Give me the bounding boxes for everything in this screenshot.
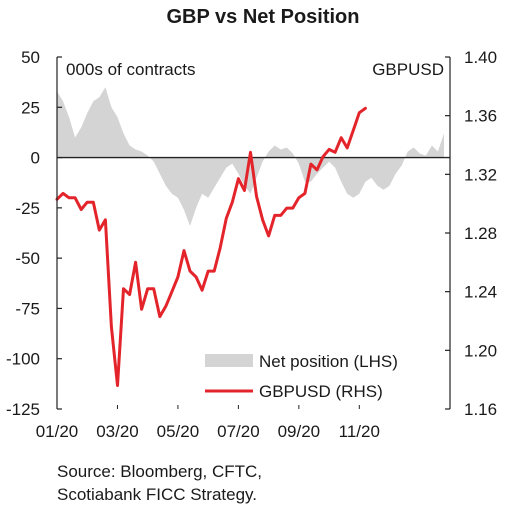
- x-tick-label-3: 07/20: [217, 422, 260, 441]
- legend-label-net-position: Net position (LHS): [259, 352, 398, 371]
- area-layer: [57, 87, 444, 226]
- right-tick-label-0: 1.40: [464, 48, 497, 67]
- left-tick-label-6: -100: [6, 350, 40, 369]
- right-tick-label-5: 1.20: [464, 341, 497, 360]
- left-tick-label-3: -25: [15, 199, 40, 218]
- legend-layer: Net position (LHS) GBPUSD (RHS): [205, 352, 398, 401]
- chart-plot: 50 25 0 -25 -50 -75 -100 -125 1.40 1.36 1.32 1.28 1.…: [6, 48, 497, 441]
- left-tick-label-5: -75: [15, 299, 40, 318]
- source-line-2: Scotiabank FICC Strategy.: [57, 485, 257, 504]
- gbpusd-line: [55, 106, 367, 387]
- left-tick-label-7: -125: [6, 400, 40, 419]
- x-tick-label-2: 05/20: [157, 422, 200, 441]
- left-tick-label-4: -50: [15, 249, 40, 268]
- legend-label-gbpusd: GBPUSD (RHS): [259, 382, 383, 401]
- right-tick-label-2: 1.32: [464, 165, 497, 184]
- left-tick-label-0: 50: [21, 48, 40, 67]
- right-tick-label-6: 1.16: [464, 400, 497, 419]
- left-tick-label-1: 25: [21, 98, 40, 117]
- line-layer: [55, 106, 367, 387]
- axis-layer: [56, 56, 451, 410]
- x-tick-label-4: 09/20: [278, 422, 321, 441]
- right-axis-label: GBPUSD: [372, 60, 444, 79]
- left-axis-label: 000s of contracts: [66, 60, 195, 79]
- legend-swatch-net-position: [205, 354, 253, 367]
- source-line-1: Source: Bloomberg, CFTC,: [57, 462, 263, 481]
- x-tick-label-5: 11/20: [339, 422, 380, 441]
- right-tick-label-1: 1.36: [464, 107, 497, 126]
- left-tick-label-2: 0: [31, 149, 40, 168]
- net-position-area: [57, 87, 444, 226]
- x-tick-label-0: 01/20: [36, 422, 79, 441]
- right-tick-label-4: 1.24: [464, 283, 497, 302]
- chart-title: GBP vs Net Position: [166, 6, 360, 28]
- right-tick-label-3: 1.28: [464, 224, 497, 243]
- label-layer: 50 25 0 -25 -50 -75 -100 -125 1.40 1.36 1.32 1.28 1.…: [6, 48, 497, 441]
- x-tick-label-1: 03/20: [96, 422, 139, 441]
